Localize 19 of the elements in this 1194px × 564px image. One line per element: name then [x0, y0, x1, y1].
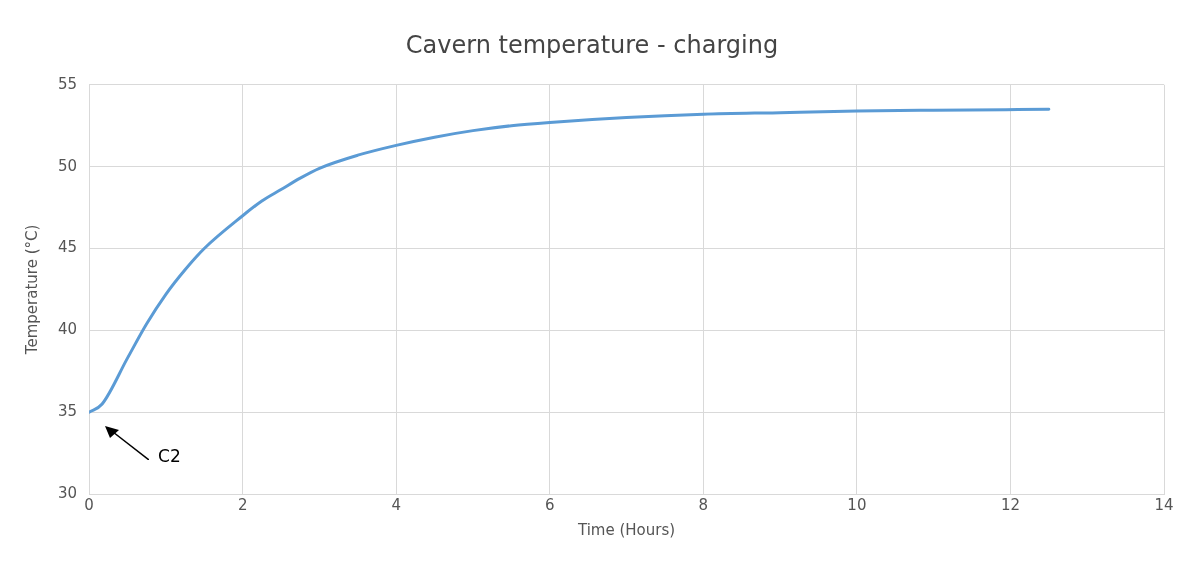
x-tick-label: 8	[698, 495, 709, 514]
y-tick-label: 30	[57, 483, 78, 502]
annotation: C2	[158, 446, 181, 467]
y-tick-label: 40	[57, 320, 78, 339]
y-tick-label: 50	[57, 156, 78, 175]
x-tick-label: 6	[544, 495, 555, 514]
x-tick-label: 2	[237, 495, 248, 514]
x-tick-label: 0	[84, 495, 94, 514]
line-series	[89, 107, 1051, 414]
y-tick-label: 35	[57, 402, 78, 421]
x-tick-label: 14	[1154, 495, 1174, 514]
y-tick-label: 55	[57, 74, 78, 93]
y-tick-label: 45	[57, 238, 78, 257]
chart-title: Cavern temperature - charging	[405, 30, 779, 59]
x-tick-label: 10	[847, 495, 867, 514]
y-axis-title: Temperature (°C)	[22, 224, 41, 356]
x-tick-label: 4	[391, 495, 401, 514]
x-tick-label: 12	[1000, 495, 1020, 514]
x-axis-title: Time (Hours)	[576, 520, 676, 539]
